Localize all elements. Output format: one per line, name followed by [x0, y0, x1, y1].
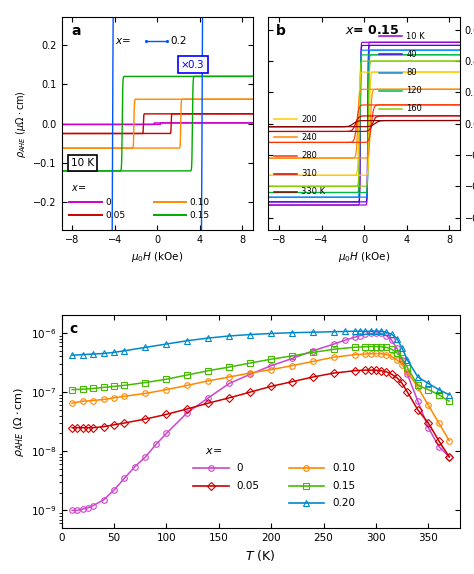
Text: 0.05: 0.05 — [237, 480, 260, 491]
Text: $\it{x}$= 0.15: $\it{x}$= 0.15 — [345, 24, 400, 37]
Text: 10 K: 10 K — [71, 158, 94, 168]
Text: 40: 40 — [406, 50, 417, 59]
Text: 0: 0 — [237, 463, 243, 474]
Text: $x\!=\!$: $x\!=\!$ — [71, 183, 87, 192]
Text: a: a — [71, 24, 81, 38]
Text: 80: 80 — [406, 68, 417, 77]
Text: c: c — [70, 321, 78, 336]
X-axis label: $T$ (K): $T$ (K) — [246, 549, 276, 564]
Text: b: b — [276, 24, 286, 38]
Text: 0.15: 0.15 — [190, 211, 210, 220]
Text: 330 K: 330 K — [301, 187, 325, 196]
Text: 0.20: 0.20 — [332, 498, 356, 507]
Text: 0.10: 0.10 — [190, 198, 210, 207]
Text: 0.10: 0.10 — [332, 463, 356, 474]
Text: 0.15: 0.15 — [332, 480, 356, 491]
X-axis label: $\mu_0H$ (kOe): $\mu_0H$ (kOe) — [131, 250, 183, 265]
Text: 0.2: 0.2 — [171, 36, 187, 46]
Text: 280: 280 — [301, 151, 317, 160]
Text: 310: 310 — [301, 169, 317, 178]
Text: 200: 200 — [301, 115, 317, 124]
Text: 120: 120 — [406, 86, 422, 95]
Text: 0: 0 — [106, 198, 111, 207]
Text: 240: 240 — [301, 133, 317, 142]
Text: $\times\!0.3$: $\times\!0.3$ — [180, 59, 205, 70]
X-axis label: $\mu_0H$ (kOe): $\mu_0H$ (kOe) — [338, 250, 390, 265]
Text: $x\!=\!$: $x\!=\!$ — [115, 36, 132, 46]
Text: 160: 160 — [406, 104, 422, 113]
Text: $x\!=\!$: $x\!=\!$ — [205, 447, 222, 456]
Y-axis label: $\rho_{AHE}$ ($\mu\Omega\cdot$cm): $\rho_{AHE}$ ($\mu\Omega\cdot$cm) — [14, 90, 27, 158]
Text: 10 K: 10 K — [406, 32, 425, 41]
Y-axis label: $\rho_{AHE}$ ($\Omega\cdot$cm): $\rho_{AHE}$ ($\Omega\cdot$cm) — [12, 387, 26, 457]
Text: 0.05: 0.05 — [106, 211, 126, 220]
